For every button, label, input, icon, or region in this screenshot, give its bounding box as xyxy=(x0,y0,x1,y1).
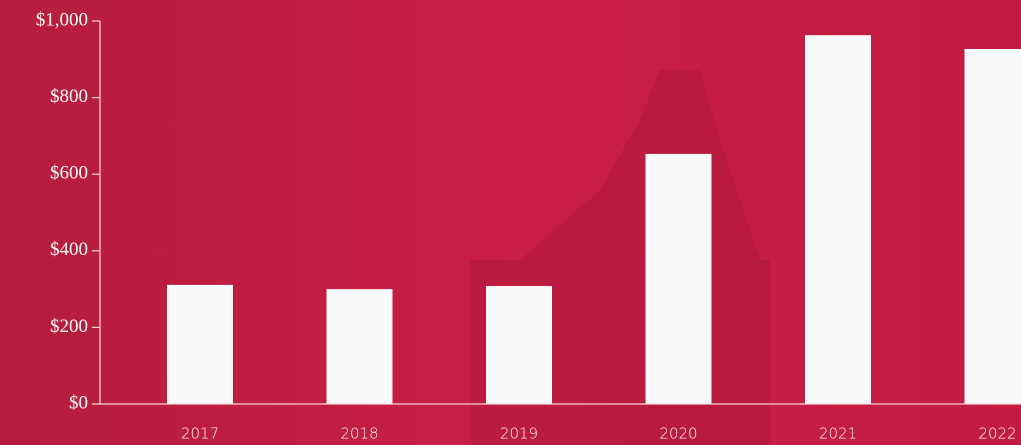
y-tick-label: $0 xyxy=(69,392,88,413)
x-tick-label: 2019 xyxy=(500,425,538,443)
y-tick-label: $400 xyxy=(50,239,88,260)
bar xyxy=(486,286,552,404)
bar xyxy=(805,35,871,405)
bar xyxy=(326,289,393,404)
x-tick-label: 2018 xyxy=(340,425,378,443)
y-tick-label: $200 xyxy=(50,316,88,337)
bar xyxy=(645,153,712,404)
x-tick-label: 2020 xyxy=(659,425,697,443)
x-tick-label: 2021 xyxy=(819,425,857,443)
y-tick-label: $600 xyxy=(50,163,88,184)
x-tick-label: 2017 xyxy=(181,425,219,443)
y-tick-label: $1,000 xyxy=(36,9,88,30)
bar xyxy=(964,48,1021,405)
y-tick-label: $800 xyxy=(50,86,88,107)
x-tick-label: 2022 xyxy=(978,425,1016,443)
bar xyxy=(167,284,233,404)
